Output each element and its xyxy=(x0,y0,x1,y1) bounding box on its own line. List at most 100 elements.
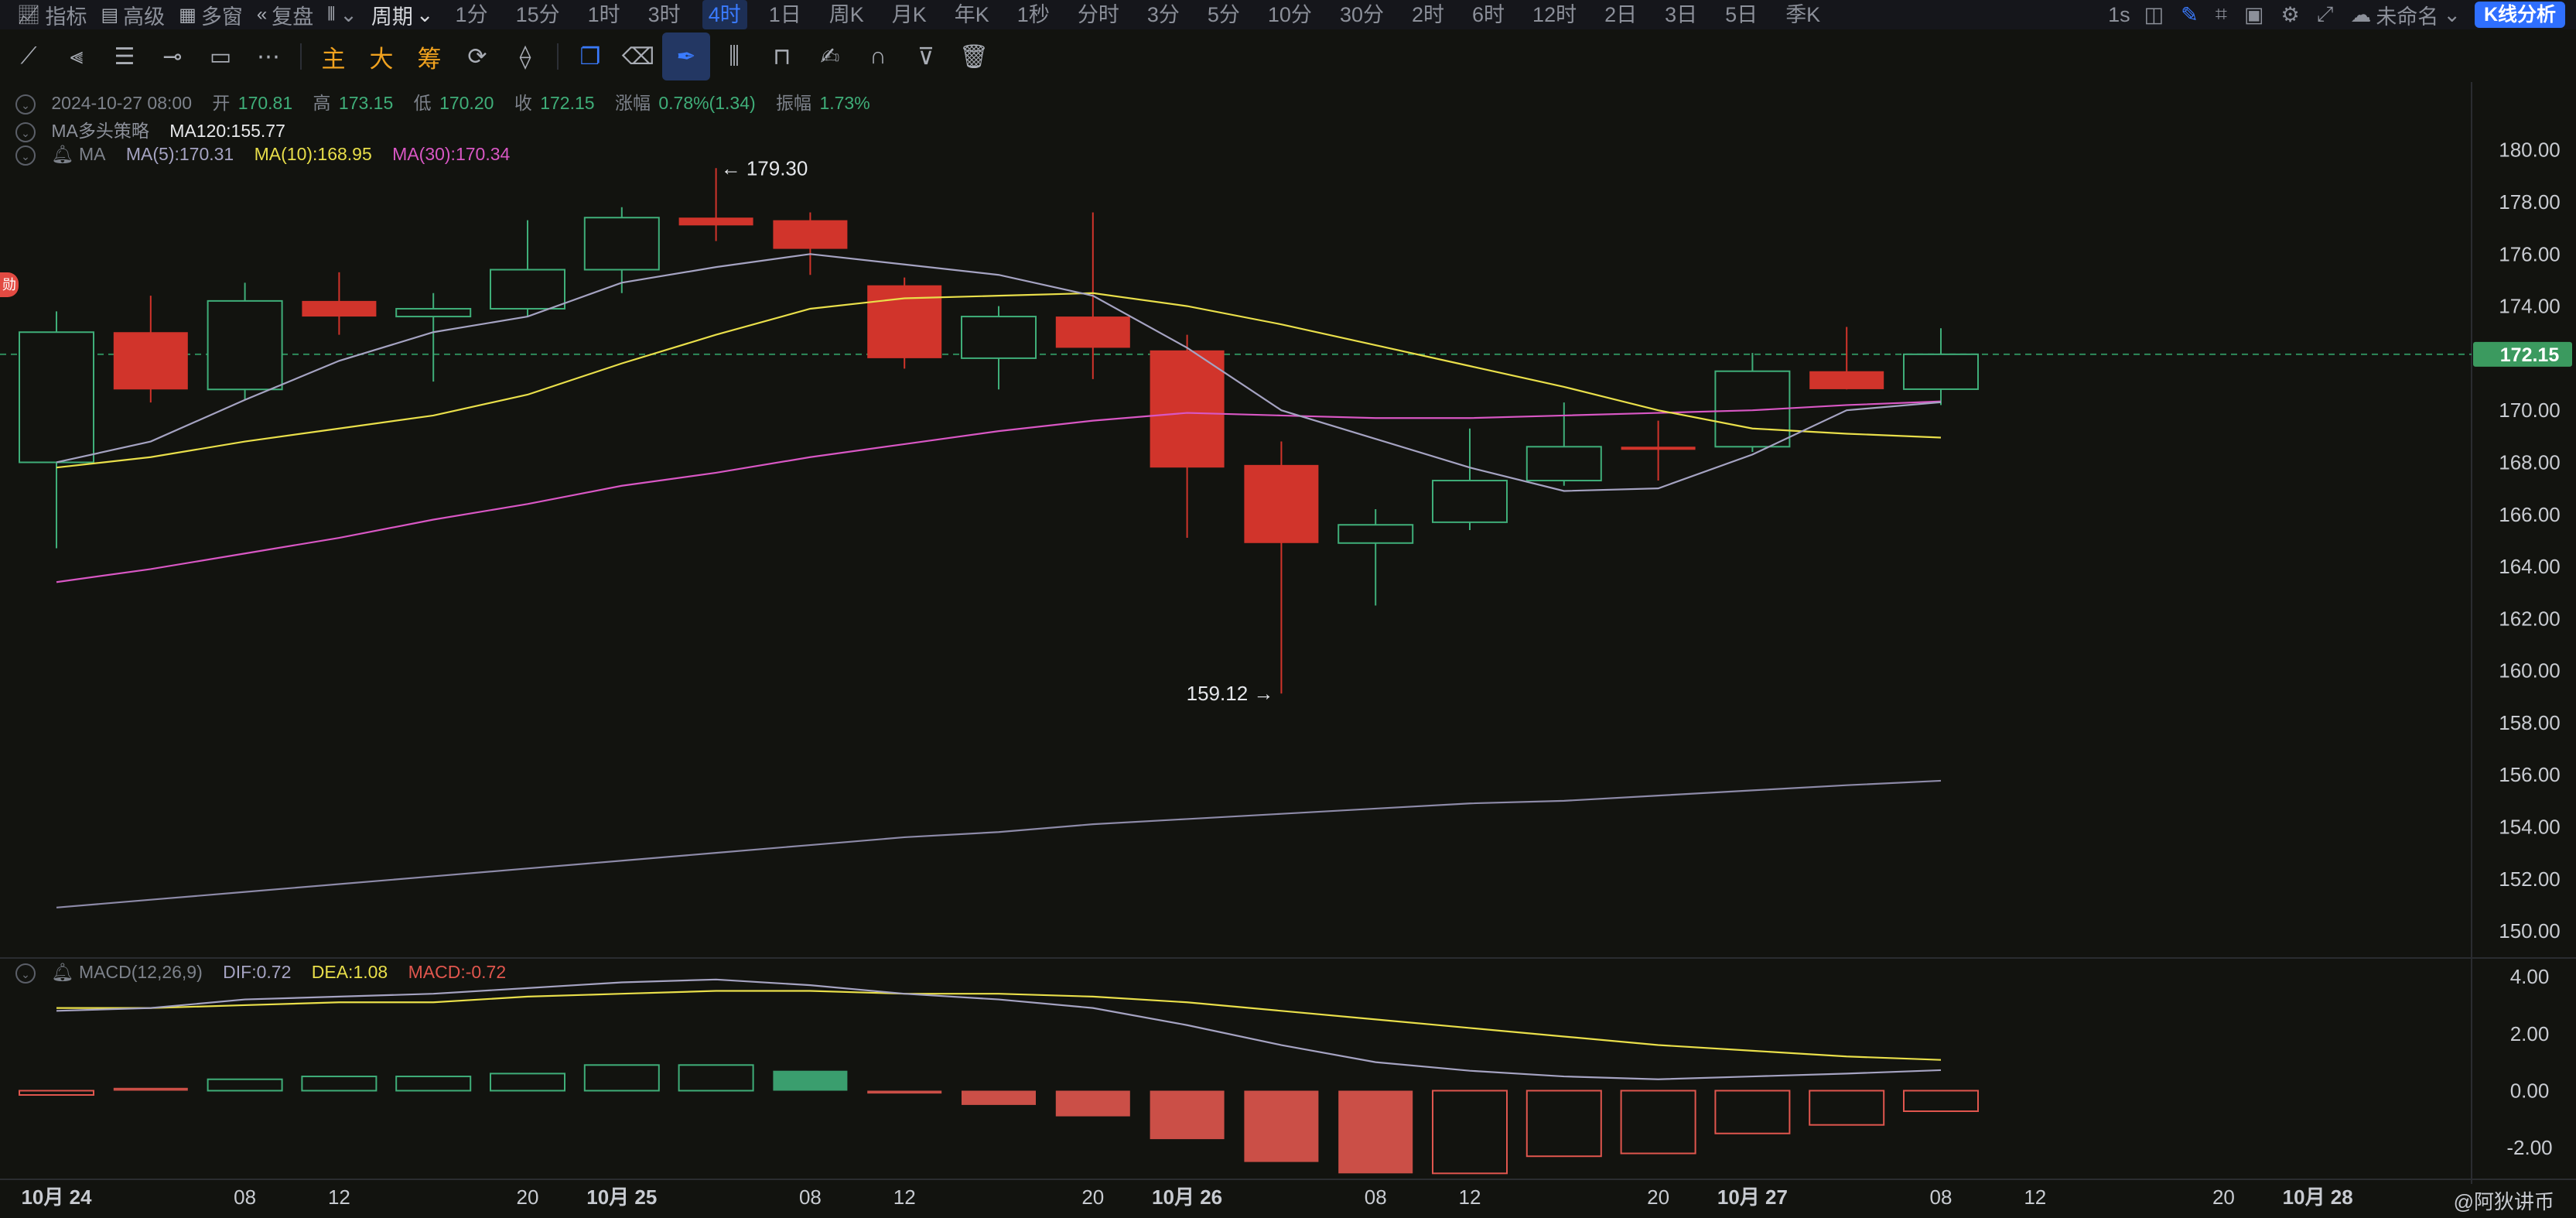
macd-bar xyxy=(583,1064,660,1092)
period-14[interactable]: 30分 xyxy=(1339,3,1384,26)
high-price-annotation: ← 179.30 xyxy=(721,156,808,180)
toolbar-separator xyxy=(557,43,559,70)
period-19[interactable]: 3日 xyxy=(1665,3,1698,26)
trend-line-tool-icon[interactable]: ⟋ xyxy=(20,43,37,69)
period-16[interactable]: 6时 xyxy=(1472,3,1505,26)
top-menu-bar: 📈︎ 指标 ▤ 高级 ▦ 多窗 « 复盘 ⫴ ⌄ 周期 ⌄ 1分 15分 1时 3时 4… xyxy=(0,0,2576,29)
rectangle-tool-icon[interactable]: ▭ xyxy=(209,43,232,70)
price-tick-label: 160.00 xyxy=(2499,659,2561,683)
horizontal-ray-tool-icon[interactable]: ⊸ xyxy=(162,43,183,70)
collapse-icon[interactable]: ⌄ xyxy=(15,963,36,984)
indicators-menu[interactable]: 📈︎ 指标 xyxy=(17,0,87,30)
time-tick-label: 20 xyxy=(2212,1185,2235,1209)
fullscreen-icon[interactable]: ⤢ xyxy=(2316,2,2334,26)
big-order-button[interactable]: 大 xyxy=(369,45,394,73)
period-6[interactable]: 周K xyxy=(828,3,864,26)
time-tick-label: 12 xyxy=(893,1185,916,1209)
layers-icon[interactable]: ❐ xyxy=(579,43,601,70)
channel-tool-icon[interactable]: ⫷ xyxy=(70,43,84,69)
macd-bar xyxy=(490,1073,565,1092)
macd-tick-label: 2.00 xyxy=(2510,1022,2550,1045)
filter-icon[interactable]: ⊽ xyxy=(917,43,934,70)
edit-note-icon[interactable]: ✍ xyxy=(820,43,840,70)
macd-indicator-name[interactable]: MACD(12,26,9) xyxy=(78,962,203,982)
price-tick-label: 164.00 xyxy=(2499,555,2561,578)
measure-icon[interactable]: ⟠ xyxy=(519,43,531,70)
ma-indicator-name[interactable]: MA xyxy=(78,144,106,164)
advanced-menu[interactable]: ▤ 高级 xyxy=(101,0,165,30)
drawing-toolbar: ⟋ ⫷ ☰ ⊸ ▭ ⋯ 主 大 筹 ⟳ ⟠ ❐ ⌫ ✒ ⫼ ⊓ ✍ ∩ ⊽ 🗑︎ xyxy=(0,31,2576,82)
replay-label: 复盘 xyxy=(272,5,314,29)
side-badge[interactable]: 勋 xyxy=(0,272,19,297)
period-10[interactable]: 分时 xyxy=(1077,3,1119,26)
interval-label[interactable]: 1s xyxy=(2108,2,2130,26)
lock-icon[interactable]: ⊓ xyxy=(773,43,791,70)
period-17[interactable]: 12时 xyxy=(1532,3,1577,26)
period-12[interactable]: 5分 xyxy=(1207,3,1240,26)
candle-body-up xyxy=(1338,524,1414,544)
collapse-icon[interactable]: ⌄ xyxy=(15,121,36,142)
price-tick-label: 168.00 xyxy=(2499,450,2561,474)
collapse-icon[interactable]: ⌄ xyxy=(15,94,36,115)
price-tick-label: 162.00 xyxy=(2499,607,2561,630)
period-15[interactable]: 2时 xyxy=(1411,3,1445,26)
sync-icon[interactable]: ⟳ xyxy=(467,43,487,70)
template-icon[interactable]: ▣ xyxy=(2243,2,2264,26)
high-value: 173.15 xyxy=(338,93,394,113)
more-tools-icon[interactable]: ⋯ xyxy=(257,43,280,70)
period-menu[interactable]: 周期 ⌄ xyxy=(371,0,434,30)
period-4[interactable]: 4时 xyxy=(702,0,747,29)
strategy-name[interactable]: MA多头策略 xyxy=(51,121,149,141)
period-7[interactable]: 月K xyxy=(891,3,927,26)
price-tick-label: 180.00 xyxy=(2499,139,2561,162)
open-label: 开 xyxy=(212,93,231,113)
bell-icon[interactable]: 🔔︎ xyxy=(51,144,74,164)
magnet-icon[interactable]: ∩ xyxy=(869,43,887,69)
period-18[interactable]: 2日 xyxy=(1604,3,1638,26)
multi-window-menu[interactable]: ▦ 多窗 xyxy=(179,0,243,30)
period-9[interactable]: 1秒 xyxy=(1016,3,1050,26)
dif-line xyxy=(56,978,1942,1080)
chips-button[interactable]: 筹 xyxy=(417,45,442,73)
crop-icon[interactable]: ⌗ xyxy=(2215,2,2227,26)
main-force-button[interactable]: 主 xyxy=(321,45,346,73)
replay-menu[interactable]: « 复盘 xyxy=(257,0,313,30)
open-value: 170.81 xyxy=(237,93,293,113)
trash-icon[interactable]: 🗑︎ xyxy=(958,43,989,70)
period-3[interactable]: 3时 xyxy=(647,3,681,26)
settings-icon[interactable]: ⚙ xyxy=(2280,2,2300,26)
horizontal-lines-tool-icon[interactable]: ☰ xyxy=(114,43,135,70)
layout-name[interactable]: 未命名 xyxy=(2376,5,2439,29)
period-2[interactable]: 1时 xyxy=(587,3,620,26)
macd-bar xyxy=(773,1070,848,1091)
collapse-icon[interactable]: ⌄ xyxy=(15,145,36,166)
period-13[interactable]: 10分 xyxy=(1267,3,1312,26)
price-tick-label: 172.00 xyxy=(2499,347,2561,370)
period-5[interactable]: 1日 xyxy=(768,3,801,26)
period-21[interactable]: 季K xyxy=(1785,3,1821,26)
price-tick-label: 158.00 xyxy=(2499,711,2561,734)
change-value: 0.78%(1.34) xyxy=(658,93,756,113)
bell-icon[interactable]: 🔔︎ xyxy=(51,962,74,982)
kline-analysis-button[interactable]: K线分析 xyxy=(2474,2,2565,28)
period-8[interactable]: 年K xyxy=(954,3,989,26)
current-price-tag xyxy=(2473,341,2572,367)
period-0[interactable]: 1分 xyxy=(455,3,488,26)
ohlc-legend: ⌄ 2024-10-27 08:00 开 170.81 高 173.15 低 1… xyxy=(15,88,870,115)
chart-type-menu[interactable]: ⫴ ⌄ xyxy=(327,3,357,27)
pen-icon[interactable]: ✎ xyxy=(2181,2,2198,26)
period-20[interactable]: 5日 xyxy=(1725,3,1758,26)
candle-style-icon[interactable]: ⫼ xyxy=(729,43,740,69)
camera-icon[interactable]: ◫ xyxy=(2144,2,2164,26)
macd-bar xyxy=(395,1076,472,1092)
eraser-icon[interactable]: ⌫ xyxy=(621,43,655,70)
draw-pen-icon[interactable]: ✒ xyxy=(662,33,710,80)
price-tick-label: 166.00 xyxy=(2499,503,2561,526)
candle-body-up xyxy=(19,331,94,464)
period-11[interactable]: 3分 xyxy=(1146,3,1180,26)
time-tick-label: 12 xyxy=(1459,1185,1481,1209)
time-tick-label: 20 xyxy=(1647,1185,1669,1209)
time-tick-label: 08 xyxy=(799,1185,822,1209)
period-1[interactable]: 15分 xyxy=(515,3,560,26)
